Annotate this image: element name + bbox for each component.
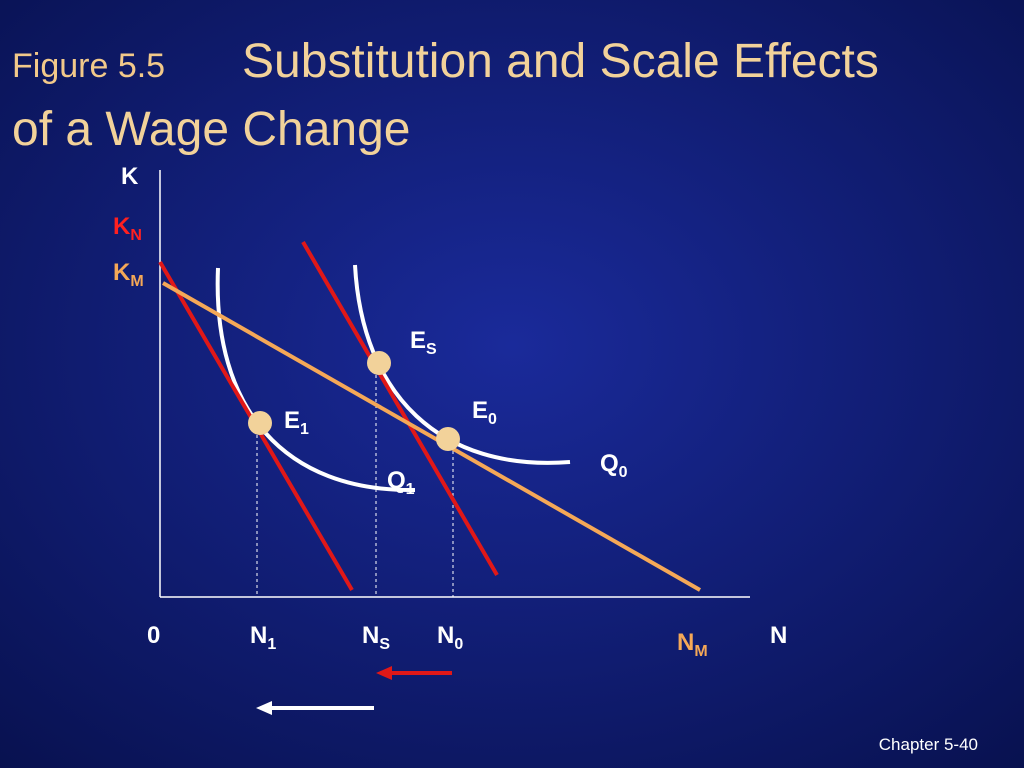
label-n-s: NS bbox=[362, 622, 390, 653]
label-main: E bbox=[284, 407, 300, 434]
label-subscript: 0 bbox=[454, 636, 463, 653]
point-es bbox=[367, 351, 391, 375]
isoquant-q0 bbox=[353, 264, 571, 465]
title: Substitution and Scale Effects bbox=[242, 35, 879, 88]
label-main: Q bbox=[600, 450, 619, 477]
label-n-m: NM bbox=[677, 629, 708, 660]
origin-label: 0 bbox=[147, 622, 160, 649]
label-subscript: 0 bbox=[619, 464, 628, 481]
isocost-original bbox=[162, 281, 701, 592]
label-main: K bbox=[113, 213, 131, 240]
label-main: E bbox=[472, 397, 488, 424]
label-q-0: Q0 bbox=[600, 450, 628, 481]
label-main: Q bbox=[387, 467, 406, 494]
label-q-1: Q1 bbox=[387, 467, 415, 498]
label-main: N bbox=[250, 622, 267, 649]
drop-lines bbox=[256, 363, 454, 597]
label-subscript: M bbox=[130, 273, 143, 290]
title: of a Wage Change bbox=[12, 103, 410, 156]
label-e-1: E1 bbox=[284, 407, 309, 438]
label-main: K bbox=[113, 259, 131, 286]
label-n-1: N1 bbox=[250, 622, 276, 653]
label-subscript: 1 bbox=[406, 481, 415, 498]
figure-number: Figure 5.5 bbox=[12, 47, 165, 85]
label-n-0: N0 bbox=[437, 622, 463, 653]
isocost-parallel bbox=[301, 240, 499, 577]
label-subscript: N bbox=[130, 227, 142, 244]
y-axis-label: K bbox=[121, 163, 139, 190]
label-subscript: M bbox=[694, 643, 707, 660]
label-subscript: 1 bbox=[267, 636, 276, 653]
point-e0 bbox=[436, 427, 460, 451]
point-e1 bbox=[248, 411, 272, 435]
footer: Chapter 5-40 bbox=[879, 735, 978, 754]
label-k-m: KM bbox=[113, 259, 144, 290]
label-subscript: 0 bbox=[488, 411, 497, 428]
label-main: N bbox=[437, 622, 454, 649]
label-e-s: ES bbox=[410, 327, 437, 358]
label-subscript: 1 bbox=[300, 421, 309, 438]
label-main: N bbox=[362, 622, 379, 649]
x-axis-label: N bbox=[770, 622, 787, 649]
label-subscript: S bbox=[379, 636, 390, 653]
label-subscript: S bbox=[426, 341, 437, 358]
arrow-head bbox=[376, 666, 392, 680]
label-e-0: E0 bbox=[472, 397, 497, 428]
label-k-n: KN bbox=[113, 213, 142, 244]
label-main: N bbox=[677, 629, 694, 656]
label-main: E bbox=[410, 327, 426, 354]
arrow-head bbox=[256, 701, 272, 715]
